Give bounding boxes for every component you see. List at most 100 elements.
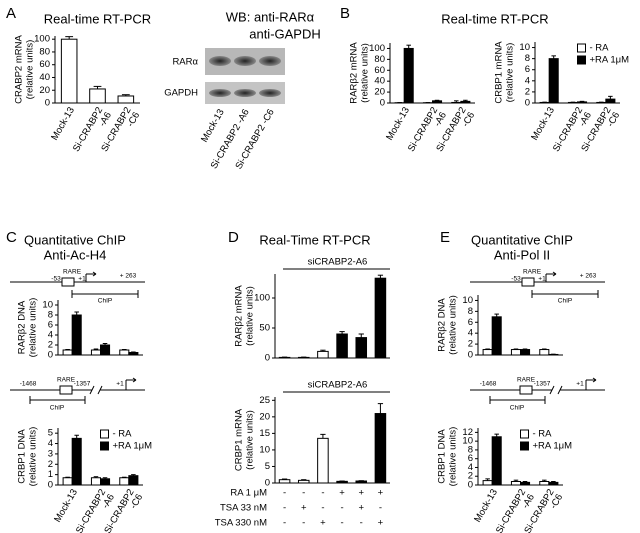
y-axis-label: (relative units) <box>28 298 39 358</box>
treatment-sign: - <box>302 488 305 499</box>
y-tick-label: 8 <box>468 444 473 455</box>
bar <box>336 480 348 484</box>
diagram-line <box>552 273 557 277</box>
diagram-label: +1 <box>116 381 124 388</box>
bar <box>403 47 414 104</box>
legend-label: - RA <box>533 429 553 440</box>
y-axis-label: CRABP2 mRNA <box>14 35 25 104</box>
treatment-sign: - <box>321 488 324 499</box>
diagram-line <box>89 385 95 395</box>
y-axis-label: RARβ2 mRNA <box>349 42 360 104</box>
diagram-label: ChIP <box>98 298 112 305</box>
y-tick-label: 8 <box>525 53 530 64</box>
bar <box>539 480 550 486</box>
bar <box>491 436 502 486</box>
diagram-label: -1468 <box>20 381 37 388</box>
y-axis-label: (relative units) <box>360 43 371 103</box>
legend-label: +RA 1μM <box>590 55 630 66</box>
panel-letter: A <box>6 5 16 22</box>
bar <box>90 349 102 356</box>
blot-band <box>259 56 281 66</box>
legend-swatch <box>520 429 529 439</box>
rare-box <box>521 277 535 287</box>
promoter-diagram: -1468 RARE-1357 +1 ChIP <box>470 377 605 412</box>
diagram-label: +1 <box>538 276 546 283</box>
x-tick-label: Mock-13 <box>529 105 557 142</box>
lane-label: Mock-13 <box>199 107 227 144</box>
y-axis-label: (relative units) <box>28 427 39 487</box>
chart-subtitle: siCRABP2-A6 <box>308 257 368 268</box>
y-tick-label: 10 <box>519 42 530 53</box>
y-tick-label: 2 <box>525 86 530 97</box>
rare-box <box>61 277 75 287</box>
panel-title: Real-time RT-PCR <box>441 11 548 26</box>
diagram-label: -53 <box>511 276 521 283</box>
treatment-sign: - <box>340 518 343 529</box>
y-tick-label: 4 <box>468 462 473 473</box>
diagram-label: -1357 <box>74 381 91 388</box>
diagram-label: ChIP <box>50 405 64 412</box>
y-axis-label: (relative units) <box>505 43 516 103</box>
y-tick-label: 2 <box>48 459 53 470</box>
diagram-line <box>552 271 557 275</box>
treatment-sign: - <box>283 518 286 529</box>
bar <box>317 350 329 359</box>
y-tick-label: 0 <box>265 353 270 364</box>
y-tick-label: 2 <box>48 340 53 351</box>
treatment-sign: + <box>358 488 364 499</box>
treatment-label: TSA 330 nM <box>215 518 267 529</box>
bar <box>100 344 111 356</box>
diagram-label: ChIP <box>510 405 524 412</box>
y-tick-label: 0 <box>468 350 473 361</box>
y-axis-label: CRBP1 DNA <box>17 429 28 484</box>
y-tick-label: 10 <box>259 444 270 455</box>
diagram-label: RARE <box>523 269 542 276</box>
y-tick-label: 20 <box>39 85 50 96</box>
y-tick-label: 6 <box>525 64 530 75</box>
legend-swatch <box>100 429 109 439</box>
panel-letter: C <box>6 229 17 246</box>
treatment-label: RA 1 μM <box>230 488 267 499</box>
y-tick-label: 10 <box>462 295 473 306</box>
y-tick-label: 4 <box>48 438 53 449</box>
chart-subtitle: siCRABP2-A6 <box>308 380 368 391</box>
bar <box>89 88 106 104</box>
y-tick-label: 60 <box>374 65 385 76</box>
panel-title: Anti-Ac-H4 <box>44 247 107 262</box>
x-tick-label-group: Mock-13 <box>49 105 77 142</box>
y-axis-label: RARβ2 DNA <box>437 298 448 352</box>
panel-title: Anti-Pol II <box>494 247 550 262</box>
y-tick-label: 40 <box>39 72 50 83</box>
bar <box>548 58 559 104</box>
bar <box>60 38 78 104</box>
y-tick-label: 3 <box>48 448 53 459</box>
legend-swatch <box>577 55 586 65</box>
y-tick-label: 0 <box>468 480 473 491</box>
x-tick-label: Mock-13 <box>52 487 80 524</box>
bar <box>451 101 462 104</box>
bar <box>71 314 82 356</box>
y-tick-label: 100 <box>34 34 50 45</box>
blot-title: anti-GAPDH <box>249 26 321 41</box>
y-tick-label: 40 <box>374 76 385 87</box>
diagram-label: RARE <box>63 269 82 276</box>
x-tick-label: Mock-13 <box>384 105 412 142</box>
y-tick-label: 80 <box>374 54 385 65</box>
diagram-line <box>92 273 97 277</box>
treatment-sign: + <box>378 488 384 499</box>
bar <box>432 100 443 104</box>
bar <box>100 478 111 486</box>
y-tick-label: 10 <box>42 300 53 311</box>
bar <box>128 352 139 356</box>
y-axis-label: (relative units) <box>448 295 459 355</box>
bar <box>374 277 387 359</box>
treatment-sign: - <box>379 503 382 514</box>
y-tick-label: 4 <box>468 328 473 339</box>
bar <box>605 98 616 104</box>
bar <box>520 349 531 356</box>
legend-swatch <box>100 441 109 451</box>
diagram-label: -1357 <box>534 381 551 388</box>
y-tick-label: 5 <box>48 428 53 439</box>
panel-title: Quantitative ChIP <box>471 232 573 247</box>
